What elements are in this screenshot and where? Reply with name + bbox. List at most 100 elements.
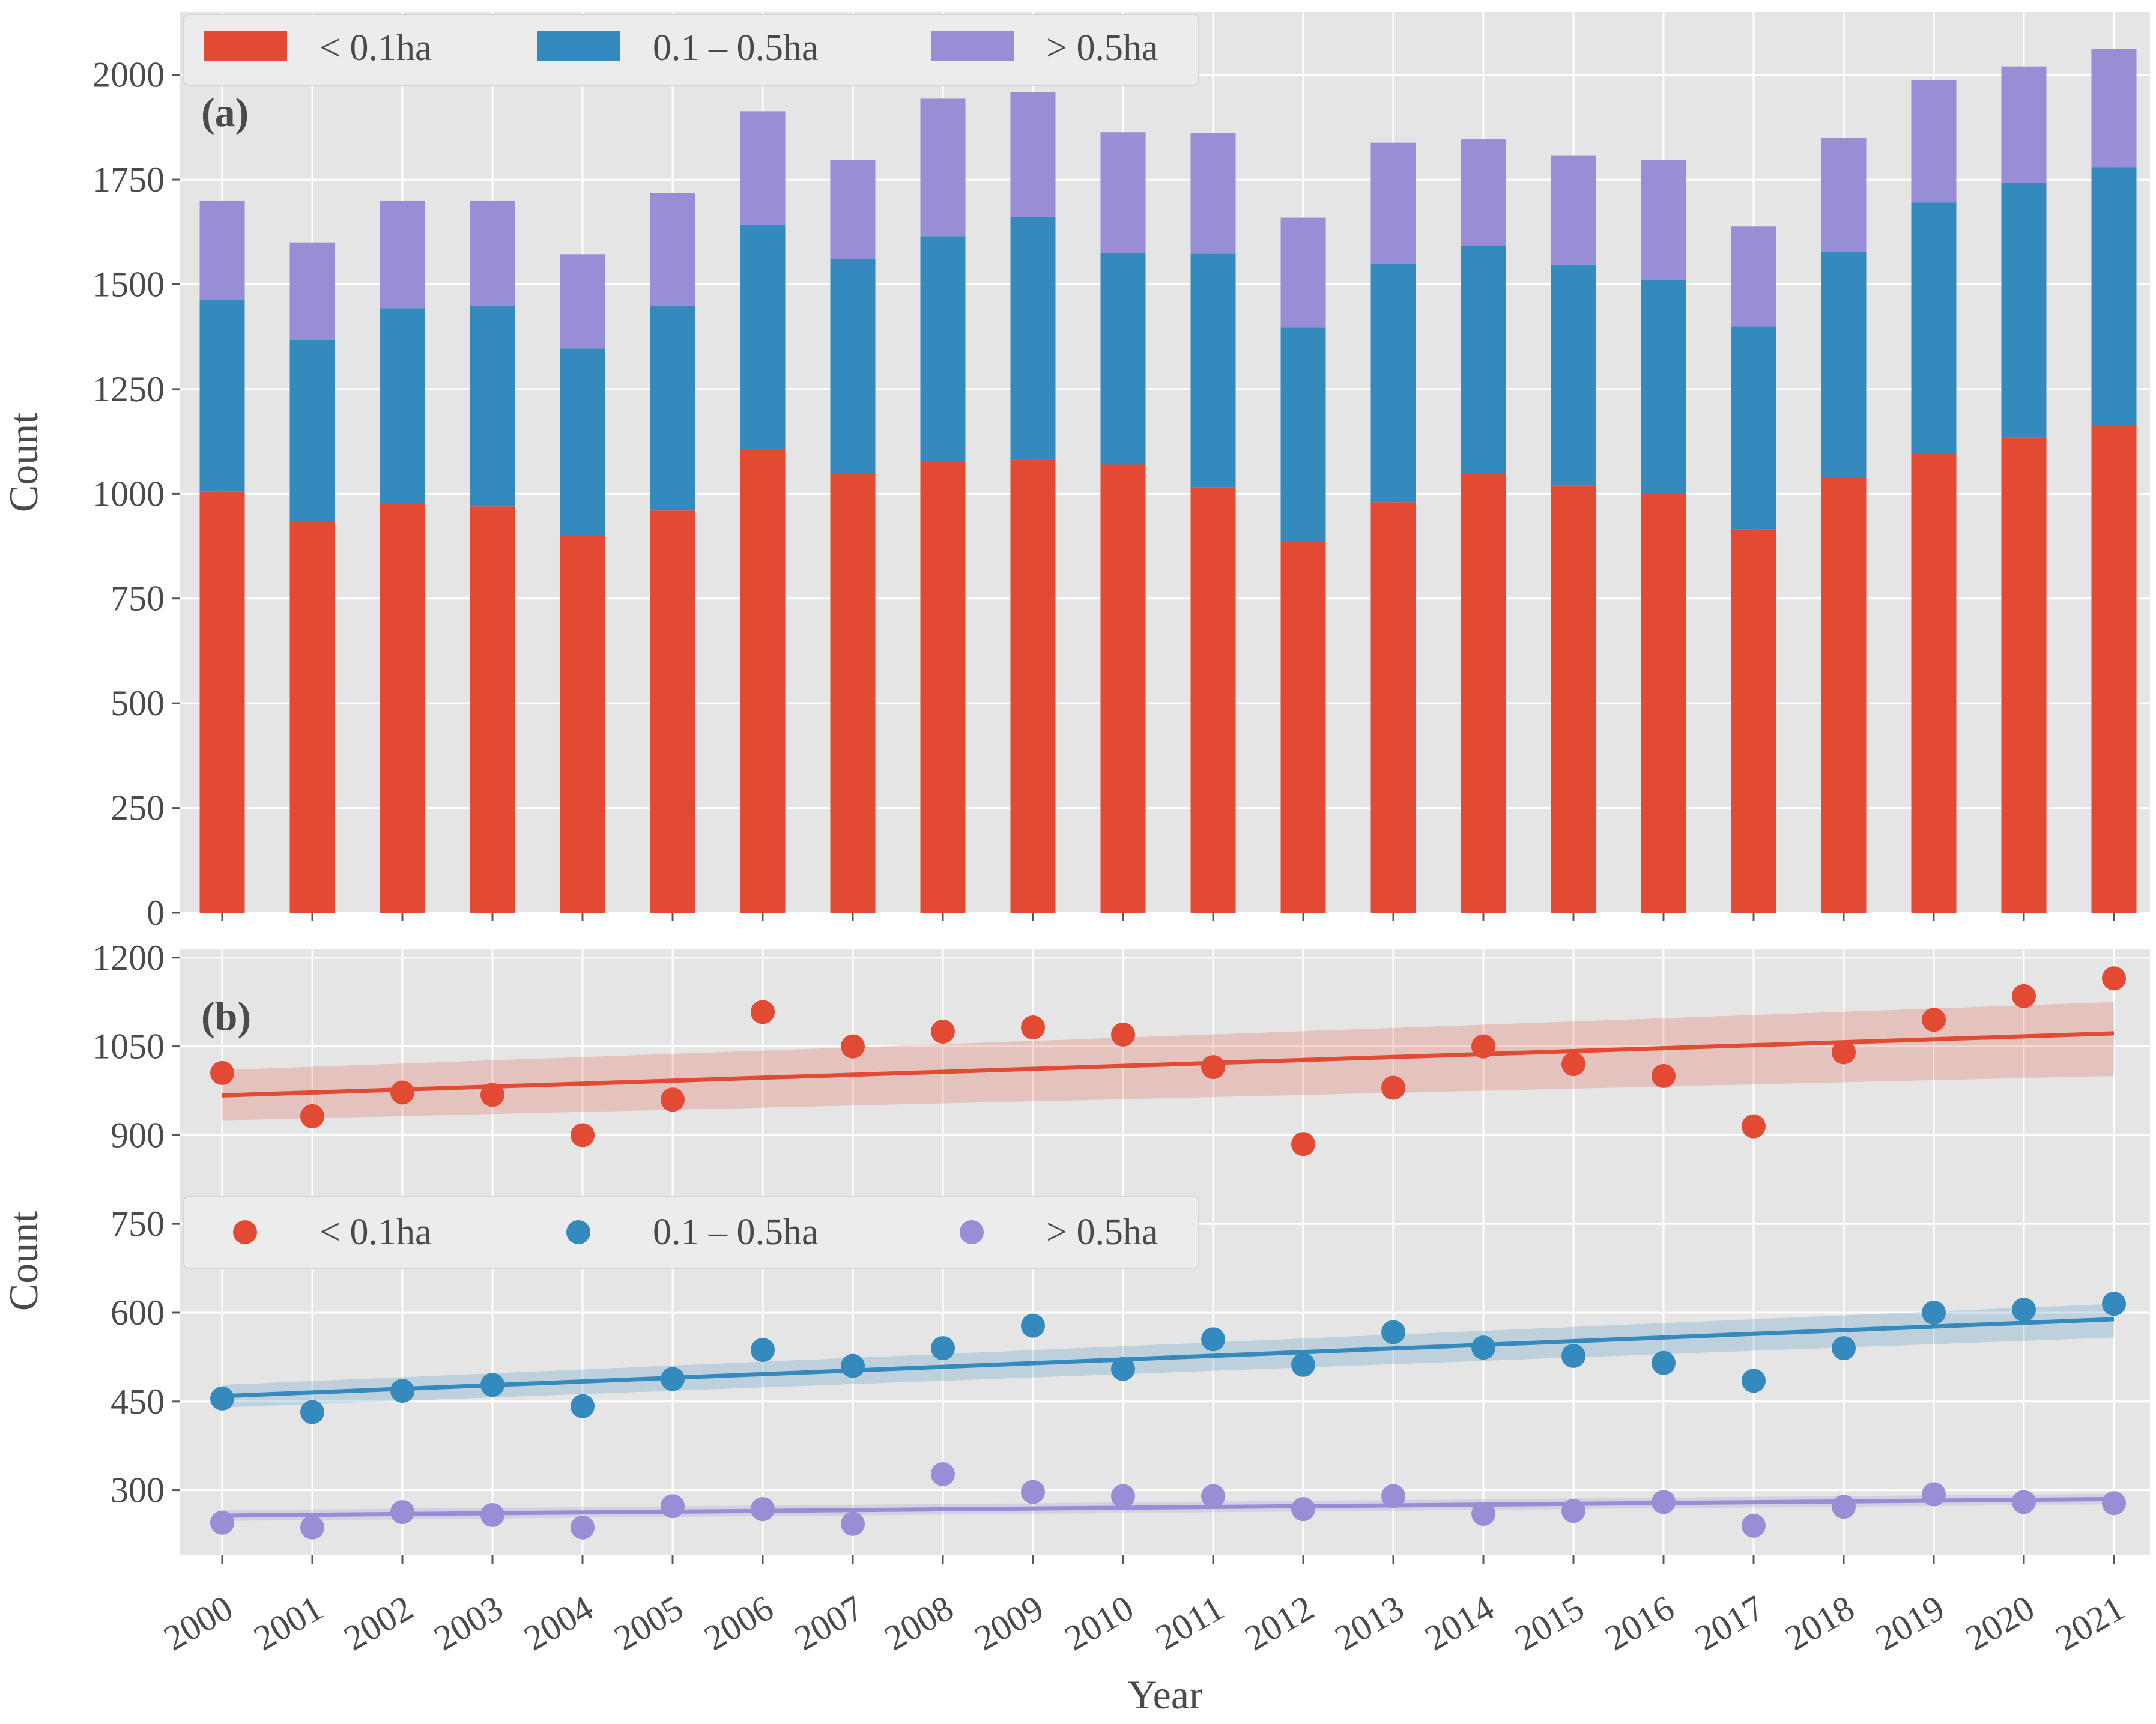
x-tick-label-2018: 2018 — [1779, 1588, 1861, 1658]
point-large-2018 — [1832, 1495, 1856, 1519]
point-medium-2015 — [1561, 1343, 1585, 1368]
point-small-2021 — [2102, 966, 2126, 991]
bar-large-2020 — [2001, 66, 2047, 183]
bar-medium-2021 — [2091, 167, 2137, 425]
point-large-2013 — [1381, 1484, 1405, 1508]
x-tick-label-2021: 2021 — [2049, 1588, 2131, 1658]
panel-b-y-tick-label: 900 — [111, 1115, 165, 1155]
x-tick-label-2004: 2004 — [518, 1588, 600, 1658]
panel-a-legend-label: < 0.1ha — [319, 28, 431, 68]
bar-small-2014 — [1461, 473, 1506, 913]
panel-b-y-tick-label: 300 — [111, 1471, 165, 1510]
bar-small-2008 — [920, 462, 966, 913]
point-large-2020 — [2012, 1490, 2036, 1514]
bar-large-2002 — [380, 200, 425, 309]
point-large-2017 — [1742, 1513, 1766, 1538]
bar-large-2006 — [740, 111, 786, 225]
bar-medium-2017 — [1731, 326, 1776, 530]
point-small-2007 — [841, 1034, 865, 1059]
panel-b-legend-box — [183, 1196, 1199, 1269]
panel-a-legend-label: 0.1 – 0.5ha — [653, 28, 819, 68]
point-medium-2005 — [661, 1367, 685, 1391]
bar-medium-2019 — [1911, 202, 1957, 455]
point-large-2021 — [2102, 1491, 2126, 1516]
panel-a-y-tick-label: 1000 — [92, 474, 165, 513]
panel-b-y-ticks: 300 450 600 750 900 1050 1200 — [92, 938, 180, 1510]
point-small-2013 — [1381, 1075, 1405, 1100]
point-small-2019 — [1922, 1008, 1946, 1032]
x-tick-label-2002: 2002 — [338, 1588, 420, 1658]
bar-large-2003 — [470, 200, 515, 306]
panel-a-bars — [199, 49, 2137, 913]
x-tick-label-2019: 2019 — [1869, 1588, 1951, 1658]
bar-small-2017 — [1731, 529, 1776, 913]
panel-a-legend-swatch — [537, 31, 620, 61]
panel-a-y-tick-label: 2000 — [92, 55, 165, 95]
point-small-2020 — [2012, 984, 2036, 1008]
bar-small-2009 — [1010, 459, 1056, 913]
point-small-2000 — [210, 1060, 234, 1085]
point-small-2016 — [1652, 1063, 1676, 1088]
bar-small-2018 — [1821, 477, 1867, 913]
bar-large-2008 — [920, 98, 966, 237]
x-tick-label-2001: 2001 — [247, 1588, 330, 1658]
point-medium-2003 — [480, 1373, 504, 1397]
panel-a-stacked-bar-chart: 0 250 500 750 1000 1250 1500 1750 2000 (a) Count… — [1, 12, 2150, 933]
panel-a-legend-swatch — [204, 31, 287, 61]
bar-small-2021 — [2091, 425, 2137, 913]
panel-b-scatter-trend-chart: 300 450 600 750 900 1050 1200 (b) Count < 0.1h… — [1, 938, 2150, 1717]
bar-medium-2015 — [1551, 264, 1596, 486]
bar-large-2004 — [560, 254, 605, 349]
point-large-2016 — [1652, 1490, 1676, 1514]
panel-b-x-axis-title: Year — [1127, 1672, 1203, 1717]
point-small-2002 — [390, 1080, 414, 1105]
point-medium-2002 — [390, 1379, 414, 1403]
bar-large-2011 — [1190, 133, 1236, 254]
panel-b-points — [210, 966, 2126, 1540]
bar-large-2010 — [1100, 132, 1146, 253]
bar-medium-2007 — [830, 259, 876, 473]
x-tick-label-2008: 2008 — [878, 1588, 960, 1658]
bar-medium-2005 — [650, 306, 695, 511]
bar-medium-2016 — [1641, 280, 1686, 494]
bar-large-2009 — [1010, 92, 1056, 217]
panel-b-y-tick-label: 1200 — [92, 938, 165, 978]
bar-small-2000 — [199, 491, 245, 913]
bar-small-2012 — [1280, 542, 1326, 913]
x-tick-label-2020: 2020 — [1959, 1588, 2041, 1658]
x-tick-label-2014: 2014 — [1419, 1588, 1501, 1658]
point-medium-2017 — [1742, 1369, 1766, 1393]
bar-large-2007 — [830, 160, 876, 259]
point-large-2005 — [661, 1494, 685, 1519]
point-large-2001 — [300, 1515, 324, 1540]
point-medium-2010 — [1111, 1357, 1135, 1381]
trend-line-small — [222, 1031, 2115, 1098]
panel-a-legend: < 0.1ha 0.1 – 0.5ha > 0.5ha — [183, 14, 1199, 86]
point-large-2008 — [931, 1462, 955, 1487]
bar-medium-2001 — [289, 340, 335, 522]
panel-b-legend-marker — [233, 1220, 257, 1244]
bar-large-2019 — [1911, 80, 1957, 203]
trend-line-medium — [222, 1317, 2115, 1399]
point-small-2008 — [931, 1019, 955, 1044]
bar-small-2007 — [830, 473, 876, 913]
point-medium-2011 — [1201, 1327, 1225, 1352]
bar-small-2015 — [1551, 485, 1596, 913]
panel-b-legend-marker — [566, 1220, 590, 1244]
bar-large-2016 — [1641, 160, 1686, 280]
point-medium-2009 — [1021, 1313, 1045, 1338]
point-small-2017 — [1742, 1114, 1766, 1139]
point-medium-2021 — [2102, 1292, 2126, 1316]
point-large-2014 — [1471, 1502, 1495, 1526]
point-medium-2012 — [1291, 1352, 1315, 1377]
panel-b-legend-marker — [960, 1220, 984, 1244]
point-medium-2000 — [210, 1386, 234, 1411]
point-small-2011 — [1201, 1055, 1225, 1080]
point-medium-2007 — [841, 1353, 865, 1378]
point-large-2009 — [1021, 1480, 1045, 1504]
point-small-2001 — [300, 1104, 324, 1128]
point-medium-2008 — [931, 1336, 955, 1361]
bar-medium-2018 — [1821, 252, 1867, 477]
point-large-2012 — [1291, 1497, 1315, 1522]
